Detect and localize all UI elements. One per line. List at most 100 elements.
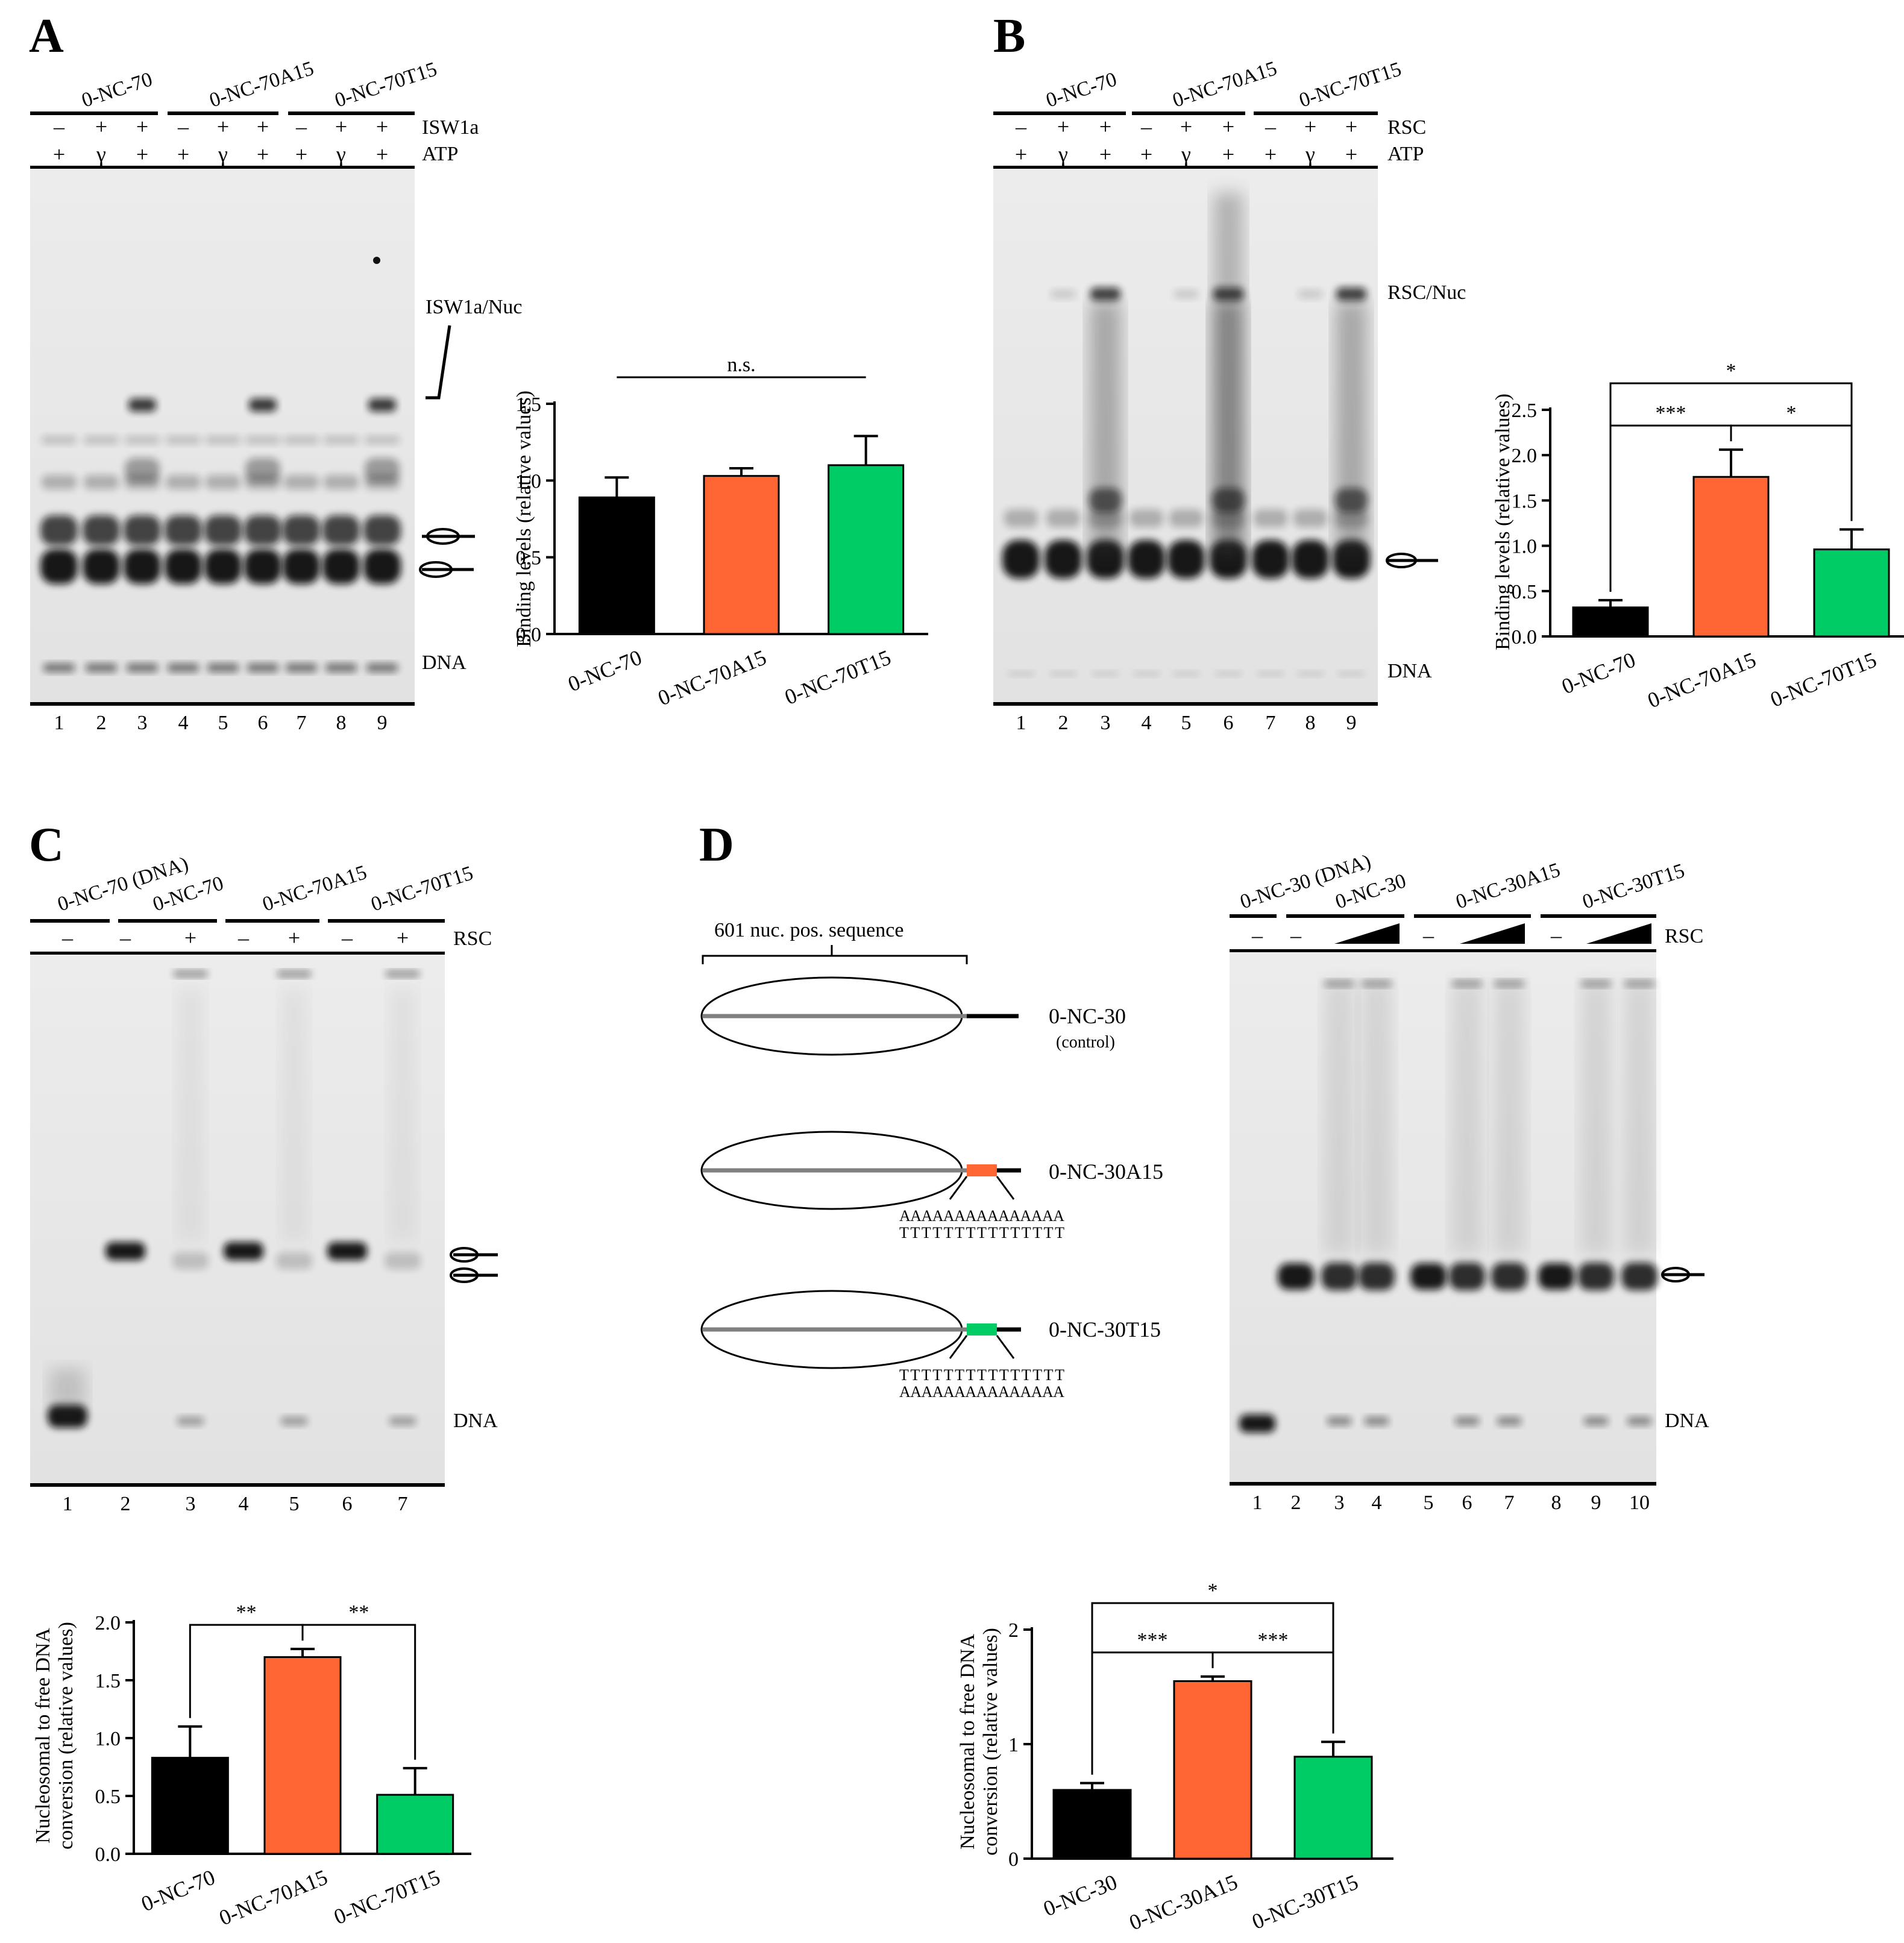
panel-letter-b: B [993, 10, 1025, 63]
gel-band [1584, 1417, 1608, 1425]
gel-band [284, 436, 319, 444]
row-mark: – [1550, 923, 1562, 947]
row-label: RSC [1665, 925, 1703, 947]
lane-number: 7 [1504, 1492, 1515, 1514]
row-mark: – [1140, 115, 1152, 139]
lane-number: 5 [289, 1493, 300, 1515]
gel-smear [1451, 982, 1483, 1254]
y-tick-label: 2.5 [1512, 400, 1538, 422]
gel-band [1455, 1417, 1479, 1425]
gel-band [363, 515, 401, 545]
gel-band [368, 398, 396, 412]
row-mark: – [53, 115, 65, 139]
row-mark: + [1222, 115, 1234, 139]
gel-band [1410, 1263, 1447, 1290]
atp-row: + γ + + γ + + γ + [53, 142, 388, 166]
diagram-bracket [702, 945, 968, 964]
lane-number: 3 [186, 1493, 196, 1515]
row-mark: + [1015, 142, 1027, 166]
gel-band [322, 549, 360, 584]
gel-band [389, 1417, 416, 1425]
significance-label: * [1208, 1580, 1218, 1602]
category-label: 0-NC-70A15 [1644, 647, 1759, 712]
significance-label: * [1786, 402, 1797, 424]
bar [1052, 1789, 1132, 1860]
lane-number: 2 [1058, 712, 1069, 734]
row-mark: – [1290, 923, 1302, 947]
gel-smear [1213, 193, 1243, 301]
rsc-row: – + + – + + – + + [1015, 115, 1357, 139]
gel-band [1578, 1263, 1614, 1290]
gel-band [249, 398, 277, 412]
gel-smear [1212, 301, 1245, 554]
rsc-gradient-wedge [1334, 923, 1400, 944]
row-mark: – [1422, 923, 1434, 947]
significance-label: *** [1258, 1629, 1289, 1651]
gel-band [83, 549, 120, 584]
gel-band [1008, 671, 1034, 676]
gel-band [324, 475, 359, 489]
gel-band [1452, 981, 1482, 987]
panel-letter-c: C [29, 818, 64, 871]
group-label: 0-NC-70T15 [1296, 58, 1404, 111]
row-mark: γ [96, 142, 106, 166]
row-mark: + [257, 115, 269, 139]
gel-band [1621, 1263, 1657, 1290]
lane-number: 2 [96, 712, 107, 734]
y-tick-label: 0 [1008, 1848, 1019, 1871]
gel-band [125, 458, 160, 482]
gel-c [30, 955, 445, 1485]
lane-number: 1 [54, 712, 64, 734]
bar [1572, 606, 1649, 638]
lane-number: 3 [1334, 1492, 1345, 1514]
gel-band [1324, 981, 1354, 987]
significance-label: ** [236, 1601, 257, 1624]
bar [1692, 476, 1770, 638]
construct-control [700, 976, 1019, 1056]
gel-band [244, 515, 281, 545]
row-mark: γ [336, 142, 346, 166]
gel-smear [1494, 982, 1525, 1254]
gel-band [204, 515, 242, 545]
row-mark: – [237, 926, 250, 950]
lane-number: 1 [1016, 712, 1026, 734]
lane-number: 10 [1629, 1492, 1650, 1514]
panel-b: B 0-NC-70 0-NC-70A15 0-NC-70T15 – + + – + + – +… [993, 10, 1466, 734]
dna-label: DNA [422, 651, 467, 674]
row-mark: + [397, 926, 409, 950]
gel-smear [177, 988, 204, 1241]
row-mark: + [376, 142, 388, 166]
nucleosome-icon [1386, 553, 1438, 568]
significance-label: * [1726, 360, 1736, 382]
significance-label: *** [1137, 1629, 1168, 1651]
gel-band [1335, 488, 1368, 512]
y-tick-label: 0.0 [1512, 626, 1538, 648]
gel-band [247, 664, 278, 672]
lane-number: 1 [63, 1493, 73, 1515]
y-tick-label: 2.0 [1512, 445, 1538, 467]
gel-band [177, 1417, 204, 1425]
gel-band [1167, 540, 1205, 579]
gel-band [165, 515, 202, 545]
lane-number: 6 [1462, 1492, 1472, 1514]
lane-numbers: 1 2 3 4 5 6 7 [63, 1493, 408, 1515]
gel-band [1627, 1417, 1651, 1425]
bar [376, 1794, 454, 1855]
gel-band [1212, 488, 1245, 512]
gel-smear [1624, 982, 1655, 1254]
complex-label: ISW1a/Nuc [426, 296, 523, 318]
gel-band [245, 458, 280, 482]
row-mark: + [1222, 142, 1234, 166]
panel-letter-d: D [699, 818, 734, 871]
group-label: 0-NC-70A15 [260, 861, 369, 916]
panel-a: A 0-NC-70 0-NC-70A15 0-NC-70T15 – + + – + + – +… [29, 10, 523, 734]
significance-label: *** [1656, 402, 1686, 424]
category-label: 0-NC-30T15 [1249, 1869, 1362, 1934]
lane-number: 8 [336, 712, 347, 734]
category-label: 0-NC-70 [1558, 647, 1639, 698]
dna-label: DNA [453, 1410, 498, 1432]
gel-band [128, 398, 156, 412]
sequence-bottom: AAAAAAAAAAAAAAA [899, 1383, 1064, 1401]
gel-band [174, 971, 207, 977]
